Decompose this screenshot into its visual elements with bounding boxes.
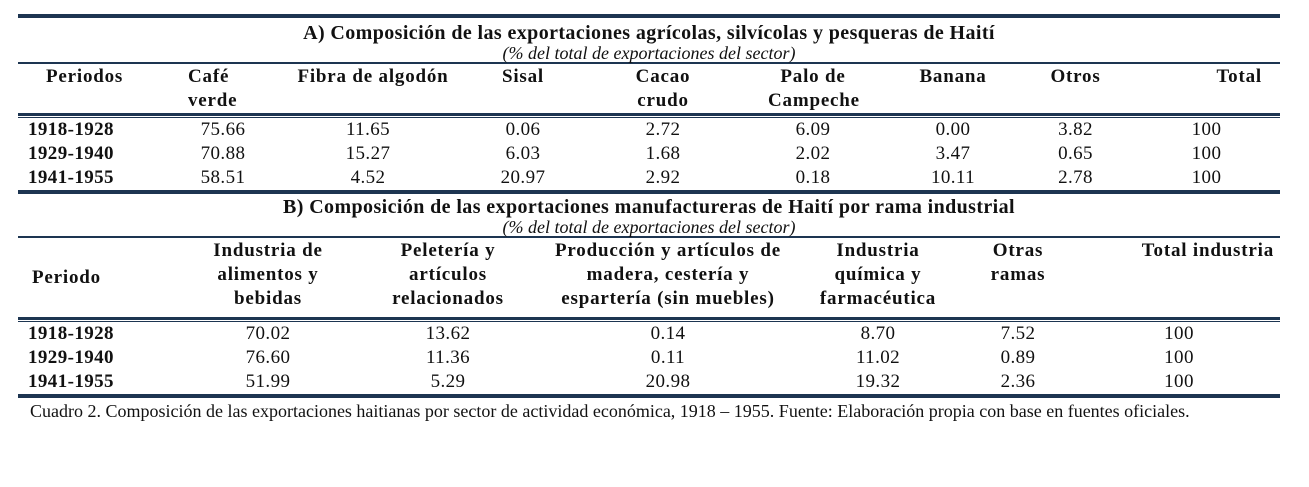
- period-cell: 1941-1955: [28, 371, 114, 392]
- value-cell: 7.52: [1000, 323, 1036, 344]
- section-b-header-rule: [18, 236, 1280, 238]
- value-cell: 11.65: [345, 119, 391, 140]
- value-cell: 13.62: [425, 323, 471, 344]
- value-cell: 100: [1191, 119, 1222, 140]
- section-b-header-row: Periodo Industria de alimentos y bebidas…: [18, 239, 1280, 317]
- value-cell: 100: [1164, 347, 1194, 368]
- col-header: Otras ramas: [990, 240, 1046, 285]
- col-header: Industria química y farmacéutica: [819, 240, 937, 309]
- value-cell: 8.70: [860, 323, 896, 344]
- section-b-body-rule: [18, 317, 1280, 322]
- value-cell: 58.51: [200, 167, 246, 188]
- period-cell: 1941-1955: [28, 167, 114, 188]
- section-a-header-rule: [18, 62, 1280, 64]
- value-cell: 0.65: [1058, 143, 1093, 164]
- value-cell: 2.92: [645, 167, 681, 188]
- value-cell: 0.18: [795, 167, 831, 188]
- section-a-subtitle: (% del total de exportaciones del sector…: [502, 43, 796, 63]
- section-b-title: B) Composición de las exportaciones manu…: [283, 196, 1015, 218]
- col-header: Otros: [1050, 66, 1101, 87]
- value-cell: 70.88: [200, 143, 246, 164]
- value-cell: 15.27: [345, 143, 391, 164]
- col-header: Café verde: [188, 66, 238, 111]
- value-cell: 100: [1164, 371, 1194, 392]
- value-cell: 20.98: [645, 371, 691, 392]
- table-row: 1929-1940 76.60 11.36 0.11 11.02 0.89 10…: [18, 346, 1280, 370]
- period-cell: 1918-1928: [28, 323, 114, 344]
- col-header: Cacao crudo: [635, 66, 691, 111]
- value-cell: 100: [1191, 143, 1222, 164]
- section-a-body-rule: [18, 113, 1280, 118]
- col-header: Total industria: [1141, 240, 1274, 261]
- value-cell: 0.11: [650, 347, 686, 368]
- value-cell: 5.29: [430, 371, 466, 392]
- value-cell: 0.89: [1000, 347, 1036, 368]
- value-cell: 2.72: [645, 119, 681, 140]
- table-row: 1929-1940 70.88 15.27 6.03 1.68 2.02 3.4…: [18, 142, 1280, 166]
- table-caption: Cuadro 2. Composición de las exportacion…: [30, 401, 1190, 421]
- value-cell: 70.02: [245, 323, 291, 344]
- col-header: Periodo: [32, 267, 101, 288]
- section-a-title: A) Composición de las exportaciones agrí…: [303, 22, 995, 44]
- value-cell: 0.00: [935, 119, 971, 140]
- col-header: Total: [1216, 66, 1262, 87]
- value-cell: 51.99: [245, 371, 291, 392]
- value-cell: 75.66: [200, 119, 246, 140]
- col-header: Sisal: [501, 66, 545, 87]
- col-header: Fibra de algodón: [297, 66, 449, 87]
- value-cell: 6.09: [795, 119, 831, 140]
- value-cell: 11.36: [425, 347, 471, 368]
- col-header: Banana: [919, 66, 987, 87]
- value-cell: 2.02: [795, 143, 831, 164]
- period-cell: 1918-1928: [28, 119, 114, 140]
- value-cell: 0.14: [650, 323, 686, 344]
- value-cell: 3.47: [935, 143, 971, 164]
- value-cell: 0.06: [505, 119, 541, 140]
- col-header: Producción y artículos de madera, cester…: [554, 240, 781, 309]
- section-a-body: 1918-1928 75.66 11.65 0.06 2.72 6.09 0.0…: [18, 118, 1280, 190]
- table-row: 1918-1928 75.66 11.65 0.06 2.72 6.09 0.0…: [18, 118, 1280, 142]
- value-cell: 19.32: [855, 371, 901, 392]
- section-b-table: Periodo Industria de alimentos y bebidas…: [18, 239, 1280, 317]
- value-cell: 3.82: [1058, 119, 1093, 140]
- section-b-subtitle: (% del total de exportaciones del sector…: [502, 217, 796, 237]
- value-cell: 1.68: [645, 143, 681, 164]
- value-cell: 10.11: [930, 167, 976, 188]
- col-header: Periodos: [46, 66, 124, 87]
- section-b-body: 1918-1928 70.02 13.62 0.14 8.70 7.52 100…: [18, 322, 1280, 394]
- value-cell: 76.60: [245, 347, 291, 368]
- export-composition-table: A) Composición de las exportaciones agrí…: [18, 14, 1280, 422]
- value-cell: 4.52: [350, 167, 386, 188]
- period-cell: 1929-1940: [28, 347, 114, 368]
- section-a-table: Periodos Café verde Fibra de algodón Sis…: [18, 65, 1280, 113]
- value-cell: 20.97: [500, 167, 546, 188]
- value-cell: 2.36: [1000, 371, 1036, 392]
- table-row: 1918-1928 70.02 13.62 0.14 8.70 7.52 100: [18, 322, 1280, 346]
- top-rule: [18, 14, 1280, 18]
- value-cell: 11.02: [855, 347, 901, 368]
- value-cell: 6.03: [505, 143, 541, 164]
- table-row: 1941-1955 58.51 4.52 20.97 2.92 0.18 10.…: [18, 166, 1280, 190]
- bottom-rule: [18, 394, 1280, 398]
- col-header: Industria de alimentos y bebidas: [213, 240, 323, 309]
- section-divider-rule: [18, 190, 1280, 194]
- table-row: 1941-1955 51.99 5.29 20.98 19.32 2.36 10…: [18, 370, 1280, 394]
- col-header: Palo de Campeche: [768, 66, 860, 111]
- value-cell: 100: [1164, 323, 1194, 344]
- section-a-header-row: Periodos Café verde Fibra de algodón Sis…: [18, 65, 1280, 113]
- value-cell: 100: [1191, 167, 1222, 188]
- value-cell: 2.78: [1058, 167, 1093, 188]
- col-header: Peletería y artículos relacionados: [392, 240, 504, 309]
- period-cell: 1929-1940: [28, 143, 114, 164]
